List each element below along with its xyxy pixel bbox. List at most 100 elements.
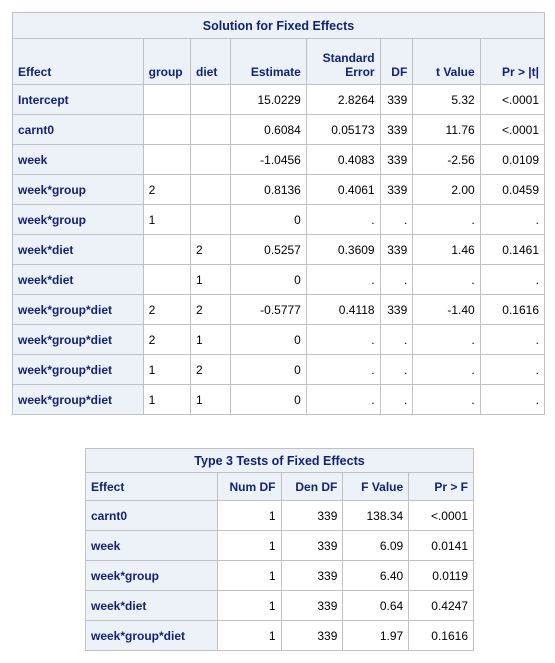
table-cell: 339 bbox=[280, 590, 344, 621]
table-cell: 1 bbox=[216, 560, 282, 591]
table-cell: 1 bbox=[142, 384, 192, 415]
table-cell: 0.0119 bbox=[408, 560, 474, 591]
table-cell: 339 bbox=[379, 114, 414, 145]
fixed-effects-table: Solution for Fixed Effects Effect group … bbox=[12, 12, 546, 415]
table-cell: 1 bbox=[189, 324, 232, 355]
col-header-estimate: Estimate bbox=[230, 38, 307, 85]
table-cell: . bbox=[412, 324, 481, 355]
table-cell: 0.8136 bbox=[230, 174, 307, 205]
fixed-effects-row: week*group*diet 2 1 0.... bbox=[12, 324, 546, 355]
table-cell: . bbox=[379, 264, 414, 295]
row-header-effect: week*diet bbox=[12, 234, 144, 265]
table-cell bbox=[189, 84, 232, 115]
type3-tests-row: carnt0 1 339 138.34 <.0001 bbox=[85, 500, 474, 531]
table-cell: 15.0229 bbox=[230, 84, 307, 115]
col-header-pr-f: Pr > F bbox=[408, 472, 474, 501]
table-cell bbox=[189, 144, 232, 175]
table-cell: . bbox=[305, 264, 381, 295]
table-cell: 0 bbox=[230, 264, 307, 295]
type3-tests-header-row: Effect Num DF Den DF F Value Pr > F bbox=[85, 472, 474, 501]
table-cell: 1 bbox=[189, 384, 232, 415]
table-cell: 1 bbox=[216, 530, 282, 561]
table-cell: 339 bbox=[280, 620, 344, 651]
fixed-effects-row: week -1.0456 0.4083 339 -2.56 0.0109 bbox=[12, 144, 546, 175]
table-cell bbox=[142, 264, 192, 295]
table-cell: 0 bbox=[230, 354, 307, 385]
table-cell: 339 bbox=[379, 174, 414, 205]
table-cell bbox=[142, 114, 192, 145]
table-cell: 339 bbox=[379, 84, 414, 115]
table-cell: 0.4247 bbox=[408, 590, 474, 621]
table-cell: <.0001 bbox=[479, 114, 546, 145]
table-cell: 138.34 bbox=[342, 500, 410, 531]
table-cell: 2 bbox=[142, 294, 192, 325]
col-header-num-df: Num DF bbox=[216, 472, 282, 501]
col-header-t-value: t Value bbox=[412, 38, 481, 85]
col-header-f-value: F Value bbox=[342, 472, 410, 501]
fixed-effects-row: week*group 2 0.8136 0.4061 339 2.00 0.0459 bbox=[12, 174, 546, 205]
type3-tests-row: week*group 1 339 6.40 0.0119 bbox=[85, 560, 474, 591]
col-header-effect: Effect bbox=[85, 472, 218, 501]
table-cell: 0.1616 bbox=[408, 620, 474, 651]
table-cell: 1 bbox=[142, 204, 192, 235]
table-cell: 0.3609 bbox=[305, 234, 381, 265]
table-cell: 5.32 bbox=[412, 84, 481, 115]
table-cell bbox=[142, 144, 192, 175]
row-header-effect: week*group*diet bbox=[12, 294, 144, 325]
table-cell: 1 bbox=[216, 500, 282, 531]
table-cell: 339 bbox=[379, 234, 414, 265]
row-header-effect: week*group*diet bbox=[12, 384, 144, 415]
row-header-effect: week bbox=[12, 144, 144, 175]
type3-tests-row: week 1 339 6.09 0.0141 bbox=[85, 530, 474, 561]
table-cell: -2.56 bbox=[412, 144, 481, 175]
table-cell: -1.0456 bbox=[230, 144, 307, 175]
table-cell: 339 bbox=[379, 144, 414, 175]
table-cell: 6.09 bbox=[342, 530, 410, 561]
table-cell bbox=[189, 114, 232, 145]
col-header-standard-error: Standard Error bbox=[305, 38, 381, 85]
col-header-pr-t: Pr > |t| bbox=[479, 38, 546, 85]
table-cell: 2 bbox=[189, 234, 232, 265]
table-cell: . bbox=[412, 264, 481, 295]
table-cell: . bbox=[412, 384, 481, 415]
table-cell: 11.76 bbox=[412, 114, 481, 145]
table-cell: 0 bbox=[230, 324, 307, 355]
fixed-effects-row: week*group*diet 1 2 0.... bbox=[12, 354, 546, 385]
table-cell: 0.64 bbox=[342, 590, 410, 621]
table-cell: . bbox=[305, 324, 381, 355]
row-header-effect: week*group bbox=[12, 204, 144, 235]
table-cell bbox=[142, 84, 192, 115]
table-cell: . bbox=[379, 354, 414, 385]
table-cell: . bbox=[479, 384, 546, 415]
table-cell: . bbox=[305, 204, 381, 235]
table-cell: . bbox=[479, 324, 546, 355]
table-cell: 0.6084 bbox=[230, 114, 307, 145]
table-cell: 1 bbox=[216, 620, 282, 651]
table-cell: 2 bbox=[189, 354, 232, 385]
table-cell: 2.8264 bbox=[305, 84, 381, 115]
fixed-effects-title: Solution for Fixed Effects bbox=[12, 12, 545, 39]
table-cell bbox=[189, 174, 232, 205]
fixed-effects-row: week*group*diet 2 2 -0.5777 0.4118 339 -1.40 0.… bbox=[12, 294, 546, 325]
table-cell: . bbox=[305, 354, 381, 385]
table-cell: 2.00 bbox=[412, 174, 481, 205]
table-cell: 0.1616 bbox=[479, 294, 546, 325]
table-cell: . bbox=[412, 354, 481, 385]
fixed-effects-row: carnt0 0.6084 0.05173 339 11.76 <.0001 bbox=[12, 114, 546, 145]
table-cell: 0.5257 bbox=[230, 234, 307, 265]
table-cell: 2 bbox=[142, 174, 192, 205]
type3-tests-title: Type 3 Tests of Fixed Effects bbox=[85, 448, 474, 473]
table-cell: . bbox=[412, 204, 481, 235]
table-cell: 0.4118 bbox=[305, 294, 381, 325]
table-cell: . bbox=[379, 324, 414, 355]
row-header-effect: Intercept bbox=[12, 84, 144, 115]
fixed-effects-row: week*group*diet 1 1 0.... bbox=[12, 384, 546, 415]
row-header-effect: week*group*diet bbox=[12, 324, 144, 355]
fixed-effects-header-row: Effect group diet Estimate Standard Erro… bbox=[12, 38, 546, 85]
row-header-effect: week*group bbox=[12, 174, 144, 205]
table-cell: 1.46 bbox=[412, 234, 481, 265]
table-cell: 1 bbox=[142, 354, 192, 385]
table-cell: . bbox=[479, 354, 546, 385]
row-header-effect: week*group*diet bbox=[12, 354, 144, 385]
table-cell: 0.05173 bbox=[305, 114, 381, 145]
